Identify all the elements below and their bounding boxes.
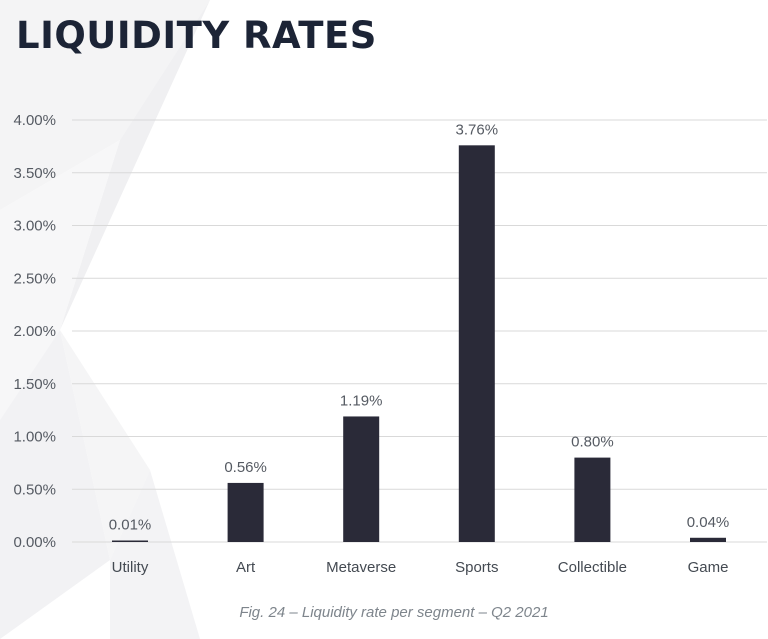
category-label: Metaverse xyxy=(326,559,396,576)
category-label: Sports xyxy=(455,559,498,576)
y-tick-label: 2.00% xyxy=(13,323,56,340)
bar xyxy=(574,457,611,542)
y-tick-label: 4.00% xyxy=(13,112,56,129)
category-label: Game xyxy=(688,559,729,576)
figure-caption: Fig. 24 – Liquidity rate per segment – Q… xyxy=(239,604,549,621)
bar xyxy=(343,416,380,542)
bar xyxy=(112,540,148,542)
data-labels: 0.01% 0.56% 1.19% 3.76% 0.80% 0.04% xyxy=(109,121,730,533)
y-tick-label: 3.00% xyxy=(13,218,56,235)
data-label: 1.19% xyxy=(340,392,383,409)
data-label: 0.01% xyxy=(109,517,152,534)
category-label: Utility xyxy=(112,559,149,576)
y-axis-tick-labels: 0.00% 0.50% 1.00% 1.50% 2.00% 2.50% 3.00% 3.50%… xyxy=(13,112,56,551)
category-label: Art xyxy=(236,559,256,576)
category-label: Collectible xyxy=(558,559,627,576)
bar xyxy=(690,537,726,542)
data-label: 0.56% xyxy=(224,459,267,476)
y-tick-label: 1.50% xyxy=(13,376,56,393)
y-tick-label: 0.50% xyxy=(13,481,56,498)
y-tick-label: 3.50% xyxy=(13,165,56,182)
data-label: 3.76% xyxy=(456,121,499,138)
gridlines xyxy=(72,119,767,543)
bars xyxy=(112,145,726,542)
y-tick-label: 1.00% xyxy=(13,429,56,446)
bar xyxy=(227,482,264,542)
data-label: 0.80% xyxy=(571,434,614,451)
page-title: LIQUIDITY RATES xyxy=(16,14,377,57)
data-label: 0.04% xyxy=(687,514,730,531)
bar xyxy=(458,145,495,542)
y-tick-label: 2.50% xyxy=(13,270,56,287)
x-axis-category-labels: Utility Art Metaverse Sports Collectible Game xyxy=(112,559,729,576)
y-tick-label: 0.00% xyxy=(13,534,56,551)
